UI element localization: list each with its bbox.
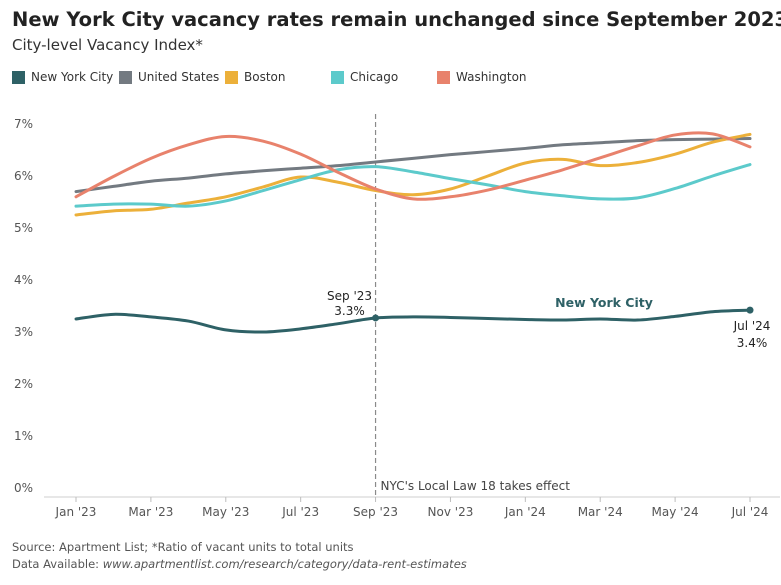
sep-23-value-label: 3.3% xyxy=(334,304,365,318)
sep-23-date-label: Sep '23 xyxy=(327,289,372,303)
y-tick-label: 1% xyxy=(14,429,33,443)
local-law-18-label: NYC's Local Law 18 takes effect xyxy=(381,479,571,493)
y-tick-label: 0% xyxy=(14,481,33,495)
jul-24-value-label: 3.4% xyxy=(737,336,768,350)
new-york-city-series-label: New York City xyxy=(555,295,653,310)
series-line-chicago xyxy=(74,163,752,208)
legend-item-new-york-city: New York City xyxy=(12,70,113,84)
jul-24-point-marker xyxy=(746,306,754,314)
x-tick-label: May '23 xyxy=(202,505,249,519)
series-line-washington xyxy=(74,131,752,201)
legend-swatch xyxy=(119,70,132,84)
legend-swatch xyxy=(12,70,25,84)
annotation-layer: Sep '233.3% Jul '24 3.4% New York City NYC's… xyxy=(327,289,770,493)
y-tick-label: 7% xyxy=(14,117,33,131)
data-available-prefix: Data Available: xyxy=(12,557,103,571)
jul-24-date-label: Jul '24 xyxy=(733,319,771,333)
y-tick-label: 2% xyxy=(14,377,33,391)
x-tick-label: Mar '24 xyxy=(578,505,623,519)
source-note: Source: Apartment List; *Ratio of vacant… xyxy=(12,540,354,554)
series-line-new-york-city xyxy=(74,308,752,334)
x-tick-label: Jan '24 xyxy=(504,505,546,519)
x-tick-label: Sep '23 xyxy=(353,505,398,519)
legend-swatch xyxy=(437,70,450,84)
y-tick-label: 6% xyxy=(14,169,33,183)
x-tick-label: Mar '23 xyxy=(128,505,173,519)
x-tick-label: Jan '23 xyxy=(55,505,97,519)
series-line-boston xyxy=(74,132,752,217)
chart-subtitle: City-level Vacancy Index* xyxy=(12,36,203,54)
x-tick-label: Nov '23 xyxy=(428,505,474,519)
series-layer xyxy=(74,131,752,334)
legend-label: Boston xyxy=(244,70,286,84)
legend-swatch xyxy=(225,70,238,84)
legend-item-washington: Washington xyxy=(437,70,527,84)
legend-label: Washington xyxy=(456,70,527,84)
y-tick-label: 4% xyxy=(14,273,33,287)
x-tick-label: Jul '23 xyxy=(281,505,319,519)
legend-item-chicago: Chicago xyxy=(331,70,398,84)
sep-23-point-marker xyxy=(372,314,380,322)
series-line-united-states xyxy=(74,137,752,194)
data-link[interactable]: www.apartmentlist.com/research/category/… xyxy=(102,557,467,571)
x-tick-label: May '24 xyxy=(652,505,699,519)
legend-label: Chicago xyxy=(350,70,399,84)
y-axis: 0% 1% 2% 3% 4% 5% 6% 7% xyxy=(14,117,33,495)
x-tick-label: Jul '24 xyxy=(731,505,769,519)
legend: New York City United States Boston Chica… xyxy=(12,70,772,88)
y-tick-label: 5% xyxy=(14,221,33,235)
chart-title: New York City vacancy rates remain uncha… xyxy=(12,8,781,31)
x-axis: Jan '23 Mar '23 May '23 Jul '23 Sep '23 Nov '… xyxy=(44,496,780,519)
legend-swatch xyxy=(331,70,344,84)
data-availability-note: Data Available: www.apartmentlist.com/re… xyxy=(12,557,467,571)
legend-label: United States xyxy=(138,70,220,84)
legend-label: New York City xyxy=(31,70,114,84)
y-tick-label: 3% xyxy=(14,325,33,339)
legend-item-boston: Boston xyxy=(225,70,285,84)
legend-item-united-states: United States xyxy=(119,70,219,84)
